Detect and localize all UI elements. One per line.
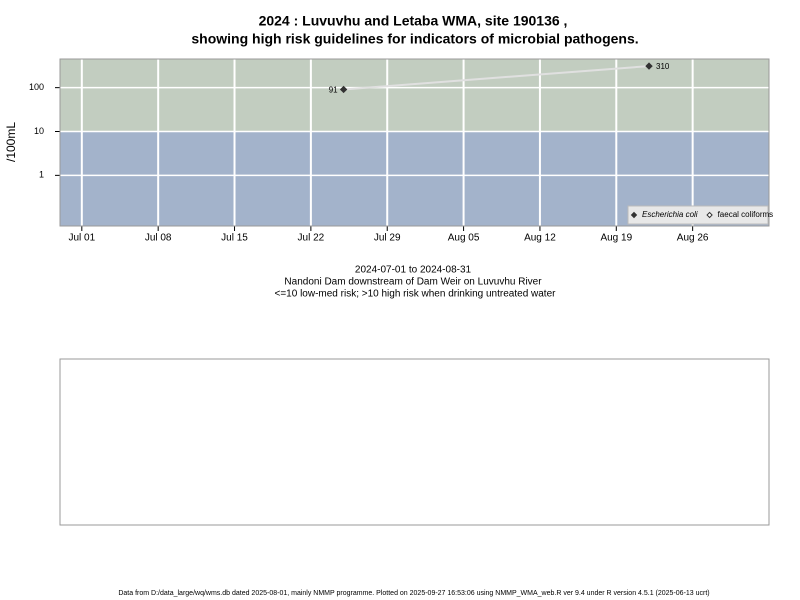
y-tick-label: 10 <box>34 126 44 136</box>
x-tick-label: Aug 19 <box>600 233 632 244</box>
x-tick-label: Jul 15 <box>221 233 248 244</box>
legend-box <box>627 205 769 225</box>
y-axis-label: /100mL <box>4 122 18 162</box>
y-tick-label: 1 <box>39 170 44 180</box>
x-tick-label: Aug 05 <box>448 233 480 244</box>
legend-marker <box>630 211 638 219</box>
x-tick-label: Jul 08 <box>145 233 172 244</box>
x-tick-label: Aug 12 <box>524 233 556 244</box>
y-tick-label: 100 <box>29 82 44 92</box>
high-risk-band <box>60 59 769 132</box>
data-label: 91 <box>329 86 338 95</box>
plot-border <box>59 58 770 227</box>
footer: Data from D:/data_large/wq/wms.db dated … <box>118 590 709 597</box>
x-tick-label: Jul 22 <box>298 233 325 244</box>
caption: <=10 low-med risk; >10 high risk when dr… <box>275 289 557 300</box>
series-line <box>343 65 650 91</box>
data-point <box>645 62 653 70</box>
legend-label: faecal coliforms <box>718 210 774 219</box>
data-label: 310 <box>656 62 670 71</box>
caption: Nandoni Dam downstream of Dam Weir on Lu… <box>284 277 542 288</box>
caption: 2024-07-01 to 2024-08-31 <box>355 265 472 276</box>
legend-label: Escherichia coli <box>642 210 698 219</box>
chart-title: 2024 : Luvuvhu and Letaba WMA, site 1901… <box>259 13 568 29</box>
legend-marker <box>706 211 713 219</box>
x-tick-label: Jul 01 <box>68 233 95 244</box>
data-point <box>339 85 348 94</box>
x-tick-label: Aug 26 <box>677 233 709 244</box>
x-tick-label: Jul 29 <box>374 233 401 244</box>
empty-panel <box>59 358 770 526</box>
chart-title: showing high risk guidelines for indicat… <box>191 31 638 47</box>
